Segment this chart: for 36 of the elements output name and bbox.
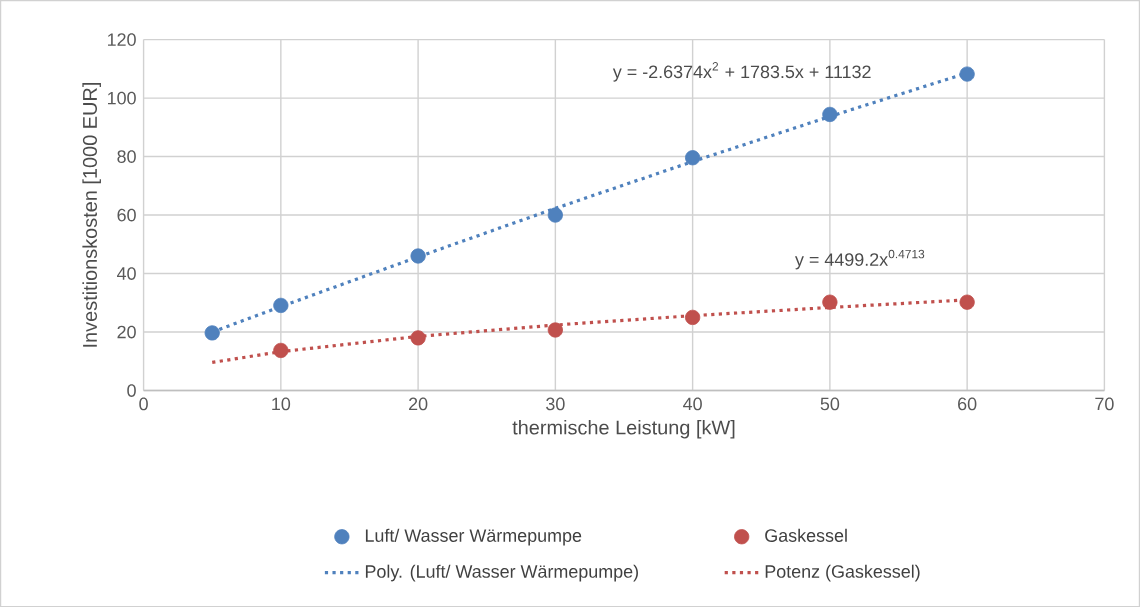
point	[547, 207, 563, 223]
annotation: y = -2.6374x$^{2}$ + 1783.5x + 11132	[612, 62, 871, 82]
y-tick-label: 60	[117, 208, 136, 222]
point	[547, 322, 563, 338]
legend-label: Gaskessel	[765, 528, 847, 542]
x-tick-label: 20	[409, 397, 428, 411]
point	[685, 309, 701, 325]
point	[273, 342, 289, 359]
point	[410, 330, 426, 346]
x-axis-title: thermische Leistung [kW]	[512, 419, 735, 439]
legend-label: Potenz (Gaskessel)	[765, 564, 920, 582]
y-tick-label: 100	[108, 91, 136, 105]
point	[822, 294, 838, 310]
point	[204, 325, 220, 341]
y-tick-label: 40	[117, 267, 136, 280]
y-axis-title: Investitionskosten [1000 EUR]	[82, 83, 101, 347]
x-tick-label: 40	[683, 397, 702, 411]
point	[959, 294, 975, 310]
y-tick-label: 120	[108, 33, 136, 46]
x-tick-label: 60	[958, 397, 977, 411]
point	[822, 106, 838, 123]
x-tick-label: 30	[546, 397, 565, 411]
point	[685, 150, 701, 166]
point	[273, 297, 289, 313]
y-tick-label: 0	[127, 384, 136, 397]
x-tick-label: 0	[139, 397, 148, 411]
point	[410, 248, 426, 264]
legend-label: Poly. (Luft/ Wasser Wärmepumpe)	[365, 564, 638, 582]
annotation: y = 4499.2x$^{0.4713}$	[795, 249, 925, 270]
x-tick-label: 70	[1095, 397, 1114, 411]
legend-label: Luft/ Wasser Wärmepumpe	[365, 528, 582, 546]
x-tick-label: 10	[272, 397, 291, 411]
point	[959, 66, 975, 82]
y-tick-label: 80	[117, 150, 136, 163]
y-tick-label: 20	[117, 325, 136, 339]
x-tick-label: 50	[820, 397, 840, 411]
